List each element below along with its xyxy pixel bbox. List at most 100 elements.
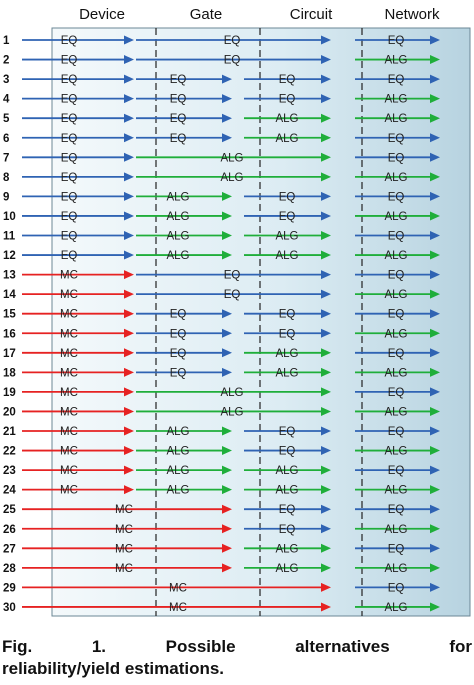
arrow-head (124, 113, 134, 123)
arrow-head (430, 172, 440, 182)
arrow-head (124, 426, 134, 436)
row-number: 1 (3, 35, 10, 47)
method-label: ALG (384, 250, 407, 262)
arrow-head (124, 406, 134, 416)
arrow-head (222, 113, 232, 123)
method-label: ALG (384, 113, 407, 125)
row-number: 21 (3, 426, 16, 438)
method-label: ALG (275, 113, 298, 125)
method-label: MC (60, 270, 78, 282)
method-label: EQ (170, 367, 187, 379)
arrow-head (430, 348, 440, 358)
arrow-head (222, 328, 232, 338)
method-label: EQ (61, 113, 78, 125)
arrow-head (430, 602, 440, 612)
alternative-row: 16 MC EQ EQ ALG (3, 328, 440, 340)
arrow-head (222, 191, 232, 201)
arrow-head (321, 465, 331, 475)
arrow-head (321, 582, 331, 592)
method-label: ALG (275, 485, 298, 497)
arrow-head (430, 485, 440, 495)
arrow-head (124, 309, 134, 319)
row-number: 11 (3, 231, 16, 243)
method-label: MC (60, 387, 78, 399)
arrow-head (430, 426, 440, 436)
alternative-row: 4 EQ EQ EQ ALG (3, 94, 440, 106)
arrow-head (321, 74, 331, 84)
arrow-head (430, 524, 440, 534)
alternative-row: 27 MC ALG EQ (3, 543, 440, 555)
row-number: 12 (3, 250, 16, 262)
arrow-head (222, 133, 232, 143)
arrow-head (222, 250, 232, 260)
arrow-head (124, 328, 134, 338)
method-label: MC (115, 563, 133, 575)
method-label: EQ (388, 231, 405, 243)
method-label: EQ (279, 211, 296, 223)
method-label: ALG (166, 191, 189, 203)
arrow-head (321, 309, 331, 319)
row-number: 22 (3, 446, 16, 458)
method-label: EQ (61, 133, 78, 145)
method-label: EQ (279, 309, 296, 321)
method-label: ALG (220, 387, 243, 399)
arrow-head (124, 211, 134, 221)
method-label: EQ (388, 270, 405, 282)
arrow-head (430, 387, 440, 397)
arrow-head (124, 348, 134, 358)
row-number: 26 (3, 524, 16, 536)
method-label: ALG (384, 485, 407, 497)
method-label: EQ (61, 74, 78, 86)
arrow-head (321, 211, 331, 221)
row-number: 8 (3, 172, 10, 184)
arrow-head (321, 426, 331, 436)
method-label: EQ (388, 309, 405, 321)
arrow-head (222, 485, 232, 495)
alternative-row: 8 EQ ALG ALG (3, 172, 440, 184)
diagram-panel (51, 27, 471, 617)
arrow-head (222, 74, 232, 84)
arrow-head (124, 446, 134, 456)
arrow-head (321, 485, 331, 495)
alternative-row: 6 EQ EQ ALG EQ (3, 133, 440, 145)
method-label: ALG (384, 602, 407, 614)
method-label: EQ (279, 191, 296, 203)
method-label: ALG (275, 348, 298, 360)
alternative-row: 25 MC EQ EQ (3, 504, 440, 516)
method-label: EQ (170, 348, 187, 360)
caption-word: Possible (165, 637, 236, 656)
arrow-head (430, 504, 440, 514)
method-label: EQ (61, 35, 78, 47)
method-label: ALG (220, 172, 243, 184)
method-label: MC (169, 602, 187, 614)
arrow-head (430, 191, 440, 201)
alternative-row: 15 MC EQ EQ EQ (3, 309, 440, 321)
row-number: 20 (3, 406, 16, 418)
method-label: ALG (384, 367, 407, 379)
method-label: ALG (275, 133, 298, 145)
row-number: 24 (3, 485, 16, 497)
method-label: EQ (388, 504, 405, 516)
arrow-head (124, 172, 134, 182)
arrow-head (430, 446, 440, 456)
arrow-head (124, 270, 134, 280)
arrow-head (124, 35, 134, 45)
arrow-head (124, 367, 134, 377)
column-header-gate: Gate (190, 6, 223, 23)
method-label: EQ (388, 426, 405, 438)
arrow-head (430, 270, 440, 280)
arrow-head (222, 563, 232, 573)
arrow-head (222, 348, 232, 358)
method-label: EQ (61, 94, 78, 106)
method-label: MC (60, 348, 78, 360)
arrow-head (222, 94, 232, 104)
arrow-head (222, 211, 232, 221)
arrow-head (430, 211, 440, 221)
row-number: 15 (3, 309, 16, 321)
method-label: ALG (166, 465, 189, 477)
arrow-head (430, 94, 440, 104)
arrow-head (321, 55, 331, 65)
method-label: ALG (384, 172, 407, 184)
alternative-row: 30 MC ALG (3, 602, 440, 614)
method-label: ALG (384, 406, 407, 418)
